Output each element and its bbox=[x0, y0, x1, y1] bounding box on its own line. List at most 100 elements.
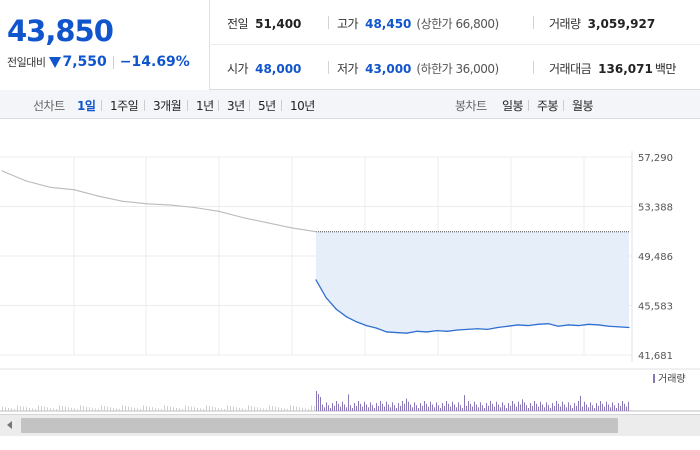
volume-bar bbox=[308, 409, 309, 411]
volume-bar bbox=[209, 406, 210, 411]
period-tab-3m[interactable]: 3개월 bbox=[153, 99, 182, 113]
loss-area bbox=[316, 231, 629, 334]
candle-tab-daily[interactable]: 일봉 bbox=[502, 99, 524, 113]
price-change: 전일대비 7,550 −14.69% bbox=[7, 54, 190, 70]
volume-bar bbox=[185, 405, 186, 411]
volume-bar bbox=[618, 403, 619, 411]
volume-bar bbox=[287, 409, 288, 411]
series-point-pre-open bbox=[291, 227, 293, 229]
series-point-intraday bbox=[436, 330, 438, 332]
scroll-left-button[interactable] bbox=[0, 415, 20, 436]
volume-bar bbox=[83, 406, 84, 411]
volume-bar bbox=[316, 391, 317, 411]
volume-bar bbox=[254, 406, 255, 411]
volume-bar bbox=[293, 406, 294, 411]
volume-bar bbox=[314, 406, 315, 411]
volume-bar bbox=[542, 404, 543, 411]
volume-bar bbox=[488, 405, 489, 411]
volume-bar bbox=[502, 402, 503, 411]
volume-bar bbox=[386, 401, 387, 411]
series-point-pre-open bbox=[1, 170, 3, 172]
volume-bar bbox=[5, 407, 6, 411]
chart-scrollbar[interactable] bbox=[0, 414, 700, 436]
volume-bar bbox=[182, 409, 183, 411]
volume-bar bbox=[92, 407, 93, 411]
volume-bar bbox=[594, 408, 595, 411]
volume-bar bbox=[328, 405, 329, 411]
volume-bar bbox=[281, 407, 282, 411]
volume-bar bbox=[104, 406, 105, 411]
series-point-intraday bbox=[497, 326, 499, 329]
volume-bar bbox=[584, 401, 585, 411]
volume-bar bbox=[296, 406, 297, 411]
volume-bar bbox=[26, 407, 27, 411]
candle-tab-weekly[interactable]: 주봉 bbox=[537, 99, 559, 113]
stat-grid: 전일 51,400 고가 48,450 (상한가 66,800) 거래량 3,0… bbox=[211, 0, 700, 90]
volume-bar bbox=[624, 403, 625, 411]
volume-bar bbox=[510, 405, 511, 411]
volume-bar bbox=[122, 405, 123, 411]
volume-bar bbox=[77, 409, 78, 411]
divider bbox=[563, 100, 564, 111]
volume-bar bbox=[482, 405, 483, 411]
volume-bar bbox=[380, 401, 381, 411]
volume-bar bbox=[602, 403, 603, 411]
volume-bar bbox=[167, 406, 168, 411]
period-tab-1w[interactable]: 1주일 bbox=[110, 99, 139, 113]
volume-bar bbox=[62, 406, 63, 411]
stat-low: 저가 43,000 (하한가 36,000) bbox=[337, 60, 499, 77]
volume-bar bbox=[149, 406, 150, 411]
volume-bar bbox=[590, 402, 591, 411]
volume-bar bbox=[550, 408, 551, 411]
period-tab-1y[interactable]: 1년 bbox=[196, 99, 214, 113]
period-tab-1d[interactable]: 1일 bbox=[77, 99, 96, 113]
volume-bar bbox=[374, 408, 375, 411]
y-axis-ticks: 57,290 53,388 49,486 45,583 41,681 bbox=[638, 153, 673, 362]
stat-row-top: 전일 51,400 고가 48,450 (상한가 66,800) 거래량 3,0… bbox=[211, 0, 700, 45]
scrollbar-thumb[interactable] bbox=[21, 418, 618, 433]
period-tab-3y[interactable]: 3년 bbox=[227, 99, 245, 113]
volume-bar bbox=[554, 405, 555, 411]
volume-bar bbox=[544, 407, 545, 411]
volume-bar bbox=[474, 401, 475, 411]
volume-bar bbox=[334, 405, 335, 411]
volume-bar bbox=[242, 408, 243, 411]
volume-bar bbox=[530, 403, 531, 411]
change-percent: −14.69% bbox=[119, 54, 190, 70]
volume-bar bbox=[346, 407, 347, 411]
volume-bar bbox=[278, 407, 279, 411]
stat-row-bottom: 시가 48,000 저가 43,000 (하한가 36,000) 거래대금 13… bbox=[211, 45, 700, 90]
volume-bar bbox=[404, 403, 405, 411]
stat-trade-value: 거래대금 136,071 백만 bbox=[549, 60, 676, 77]
volume-bar bbox=[478, 407, 479, 411]
period-tab-5y[interactable]: 5년 bbox=[258, 99, 276, 113]
volume-bar bbox=[616, 408, 617, 411]
volume-bar bbox=[596, 403, 597, 411]
volume-bar bbox=[80, 405, 81, 411]
lower-limit: (하한가 36,000) bbox=[416, 62, 499, 76]
stat-label: 전일 bbox=[227, 17, 249, 31]
series-point-intraday bbox=[386, 331, 388, 333]
volume-bar bbox=[107, 406, 108, 411]
volume-bar bbox=[245, 409, 246, 411]
volume-bar bbox=[460, 405, 461, 411]
candle-tab-monthly[interactable]: 월봉 bbox=[572, 99, 594, 113]
volume-bar bbox=[522, 399, 523, 411]
volume-bar bbox=[400, 405, 401, 411]
stat-value: 3,059,927 bbox=[587, 17, 656, 31]
divider bbox=[328, 61, 329, 74]
intraday-chart: 57,290 53,388 49,486 45,583 41,681 거래량 bbox=[0, 120, 700, 414]
volume-bar bbox=[556, 401, 557, 411]
period-tab-10y[interactable]: 10년 bbox=[290, 99, 315, 113]
volume-bar bbox=[340, 406, 341, 411]
volume-bar bbox=[14, 409, 15, 411]
series-point-pre-open bbox=[315, 231, 317, 233]
scroll-right-button[interactable] bbox=[680, 415, 700, 436]
volume-bar bbox=[512, 401, 513, 411]
volume-bar bbox=[2, 406, 3, 411]
volume-bar bbox=[548, 405, 549, 411]
price-chart-svg: 57,290 53,388 49,486 45,583 41,681 거래량 bbox=[0, 151, 700, 412]
series-point-intraday bbox=[577, 325, 580, 327]
volume-bar bbox=[500, 407, 501, 411]
volume-bar bbox=[311, 405, 312, 411]
